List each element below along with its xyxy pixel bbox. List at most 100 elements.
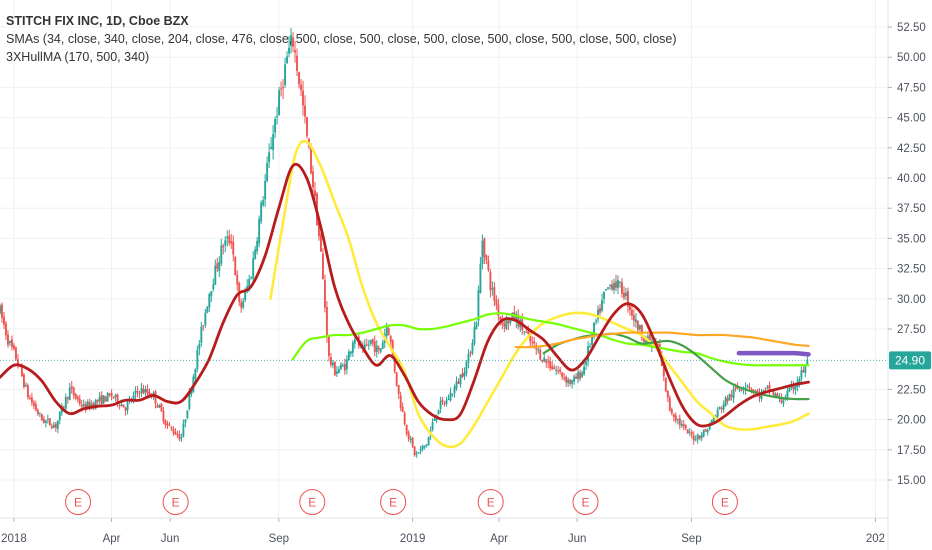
- candle-body: [806, 359, 809, 365]
- candle-body: [329, 357, 332, 366]
- candle-body: [505, 318, 508, 329]
- candle-body: [274, 119, 277, 133]
- candle-body: [3, 316, 5, 325]
- candle-body: [312, 171, 314, 188]
- candle-body: [284, 64, 287, 86]
- candle-body: [804, 364, 807, 374]
- candle-body: [427, 436, 430, 446]
- candle-body: [694, 439, 697, 441]
- y-tick-label: 52.50: [897, 22, 926, 34]
- candle-body: [439, 401, 442, 409]
- y-tick-label: 17.50: [897, 445, 926, 457]
- candle-body: [479, 263, 482, 293]
- x-tick-label: 2019: [400, 533, 426, 545]
- y-tick-label: 37.50: [897, 203, 926, 215]
- candle-body: [240, 302, 243, 308]
- candle-body: [527, 330, 530, 334]
- x-tick-label: Apr: [103, 533, 121, 545]
- candle-body: [483, 238, 486, 258]
- candle-body: [82, 404, 85, 407]
- candle-body: [246, 286, 249, 290]
- candle-body: [678, 418, 681, 425]
- candle-body: [154, 391, 157, 404]
- candle-body: [537, 349, 540, 351]
- candle-body: [403, 412, 406, 425]
- candle-body: [254, 249, 257, 259]
- candle-body: [503, 323, 506, 327]
- candle-body: [28, 398, 31, 400]
- candle-body: [198, 343, 201, 350]
- candle-body: [628, 305, 631, 311]
- candle-body: [475, 322, 478, 330]
- candle-body: [567, 379, 570, 384]
- candle-body: [270, 147, 273, 150]
- candle-body: [557, 370, 560, 372]
- candle-body: [549, 361, 552, 369]
- candle-body: [180, 437, 183, 439]
- candle-body: [80, 404, 83, 407]
- candle-body: [559, 369, 562, 372]
- candle-body: [575, 376, 578, 379]
- last-price-badge-bg: [889, 351, 931, 370]
- series-hull-ma: [0, 162, 810, 428]
- candle-body: [369, 339, 372, 344]
- candle-body: [224, 240, 227, 246]
- candle-body: [88, 401, 91, 408]
- candle-body: [204, 312, 207, 326]
- candle-body: [561, 372, 564, 378]
- y-tick-label: 40.00: [897, 173, 926, 185]
- candle-body: [642, 337, 645, 342]
- x-axis: 2018 Apr Jun Sep 2019 Apr Jun Sep 202: [0, 517, 888, 545]
- candle-body: [335, 371, 338, 374]
- candle-body: [539, 349, 542, 360]
- candle-body: [331, 362, 334, 366]
- candle-body: [467, 353, 470, 363]
- earnings-marker-label: E: [74, 496, 82, 510]
- candle-body: [591, 334, 594, 346]
- candle-body: [314, 190, 316, 197]
- candle-body: [630, 310, 633, 316]
- candle-body: [495, 299, 498, 306]
- y-tick-label: 30.00: [897, 294, 926, 306]
- candle-body: [768, 384, 771, 392]
- candle-body: [216, 263, 219, 269]
- candle-body: [319, 234, 322, 252]
- x-tick-label: Sep: [269, 533, 289, 545]
- candle-body: [433, 418, 436, 421]
- candle-body: [50, 426, 53, 429]
- candle-body: [202, 325, 205, 327]
- candle-body: [603, 291, 605, 299]
- candle-body: [176, 434, 179, 436]
- candle-body: [188, 393, 191, 410]
- candle-body: [573, 376, 576, 382]
- candle-body: [138, 392, 141, 394]
- candle-body: [605, 289, 607, 291]
- candle-body: [421, 446, 424, 450]
- candle-body: [178, 434, 181, 440]
- candle-body: [776, 393, 779, 398]
- candle-body: [623, 292, 625, 298]
- candle-body: [712, 417, 715, 422]
- candle-body: [664, 377, 667, 392]
- y-tick-label: 15.00: [897, 475, 926, 487]
- candle-body: [698, 435, 701, 439]
- x-tick-label: 202: [866, 533, 885, 545]
- candle-body: [208, 294, 211, 308]
- candle-body: [409, 438, 412, 441]
- candle-body: [682, 424, 685, 427]
- candle-body: [395, 372, 398, 386]
- candle-body: [377, 347, 380, 350]
- y-tick-label: 45.00: [897, 113, 926, 125]
- candle-body: [391, 340, 394, 356]
- last-price-badge: 24.90: [889, 351, 931, 370]
- candle-body: [373, 341, 376, 353]
- y-tick-label: 35.00: [897, 233, 926, 245]
- candle-body: [260, 202, 263, 222]
- candle-body: [375, 345, 378, 353]
- candle-body: [300, 84, 302, 91]
- candle-body: [595, 320, 597, 323]
- candle-body: [621, 282, 623, 294]
- indicator-series: [0, 139, 811, 449]
- candle-body: [772, 388, 775, 395]
